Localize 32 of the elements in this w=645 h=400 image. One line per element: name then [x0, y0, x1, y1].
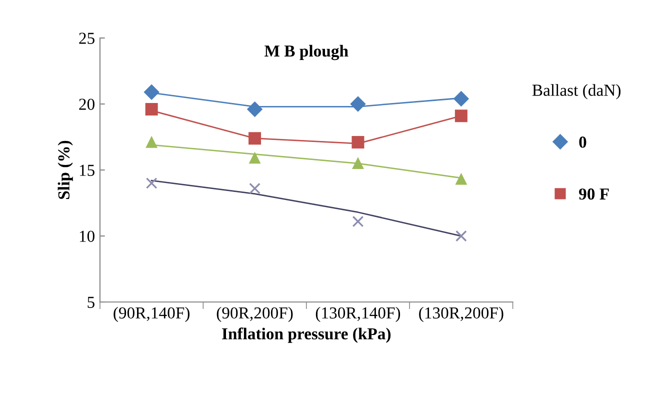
legend-title: Ballast (daN): [532, 84, 620, 100]
y-axis-title: Slip (%): [58, 140, 73, 199]
legend-label: 0: [579, 136, 586, 148]
x-tick-label: (130R,200F): [419, 306, 504, 322]
point: [249, 182, 260, 194]
point: [352, 216, 364, 228]
y-tick-label: 5: [88, 296, 94, 308]
x-tick-label: (90R,140F): [114, 306, 190, 322]
x-axis-title: Inflation pressure (kPa): [222, 328, 391, 343]
point: [146, 178, 158, 189]
line-series: [150, 180, 462, 237]
point: [247, 102, 262, 117]
point: [146, 136, 158, 148]
point: [454, 110, 468, 122]
y-tick-label: 25: [79, 32, 94, 44]
chart-title: M B plough: [264, 44, 348, 60]
point: [456, 174, 467, 185]
point: [249, 152, 260, 164]
y-tick-label: 20: [79, 98, 94, 110]
point: [145, 103, 158, 116]
legend-label: 90 F: [579, 188, 609, 200]
point: [455, 230, 467, 242]
point: [248, 132, 262, 145]
point: [144, 84, 160, 100]
x-tick-label: (90R,200F): [216, 306, 293, 322]
y-tick-label: 10: [80, 230, 94, 242]
point: [350, 96, 366, 112]
point: [352, 158, 364, 169]
y-tick-label: 15: [80, 164, 94, 176]
point: [454, 91, 469, 106]
point: [352, 136, 364, 149]
x-tick-label: (130R,140F): [316, 306, 400, 322]
